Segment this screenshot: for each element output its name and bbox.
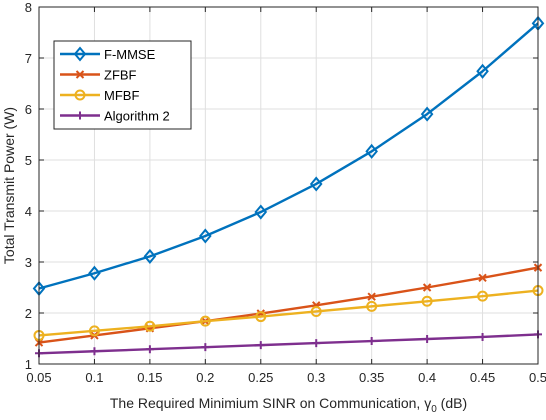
x-tick-label: 0.4: [418, 370, 436, 385]
axis-ticks: [38, 6, 539, 365]
data-point: [422, 283, 432, 292]
plot-frame: [38, 6, 539, 365]
legend-entry: Algorithm 2: [60, 109, 170, 124]
series-layer: [32, 15, 545, 358]
y-tick-label: 2: [25, 306, 32, 321]
x-tick-label: 0.35: [359, 370, 384, 385]
data-point: [365, 143, 378, 159]
series-line: [38, 266, 539, 344]
y-tick-label: 7: [25, 51, 32, 66]
y-tick-label: 8: [25, 0, 32, 15]
series-line: [38, 22, 539, 290]
x-tick-label: 0.15: [137, 370, 162, 385]
legend-entry: F-MMSE: [60, 46, 156, 62]
legend-entry: ZFBF: [60, 68, 137, 83]
series-mfbf: [33, 285, 544, 341]
x-axis-title: The Required Minimium SINR on Communicat…: [110, 395, 467, 415]
data-point: [90, 347, 99, 356]
data-point: [423, 335, 432, 344]
data-point: [478, 273, 487, 283]
x-tick-label: 0.05: [26, 370, 51, 385]
data-point: [199, 315, 211, 327]
data-point: [144, 320, 156, 332]
data-point: [199, 228, 212, 244]
data-point: [309, 176, 323, 192]
data-point: [367, 337, 376, 346]
series-f-mmse: [32, 15, 545, 297]
legend-label: Algorithm 2: [104, 109, 170, 124]
y-tick-label: 6: [25, 102, 32, 117]
data-point: [478, 332, 487, 341]
data-point: [476, 63, 489, 79]
data-point: [310, 305, 322, 317]
y-axis-title: Total Transmit Power (W): [1, 107, 17, 264]
data-point: [145, 345, 154, 354]
data-point: [366, 300, 378, 312]
legend-marker: [76, 111, 84, 120]
legend: F-MMSE ZFBF MFBF Algorithm 2: [53, 40, 192, 130]
data-point: [255, 311, 267, 323]
data-point: [256, 341, 265, 350]
tick-labels: 0.05 0.1 0.15 0.2 0.25 0.3 0.35 0.4 0.45 0.5 1 2 3 4 5…: [25, 0, 546, 385]
data-point: [312, 339, 321, 348]
data-point: [367, 292, 376, 301]
legend-entry: MFBF: [60, 88, 139, 103]
y-tick-label: 4: [25, 204, 32, 219]
data-point: [421, 295, 433, 307]
y-tick-label: 5: [25, 153, 32, 168]
x-tick-label: 0.3: [307, 370, 325, 385]
data-point: [88, 325, 100, 337]
x-tick-label: 0.25: [248, 370, 273, 385]
legend-label: ZFBF: [104, 68, 137, 83]
data-point: [143, 248, 157, 264]
y-tick-label: 1: [25, 357, 32, 372]
legend-marker: [73, 46, 87, 62]
data-point: [477, 290, 489, 302]
legend-marker: [74, 89, 86, 101]
legend-label: MFBF: [104, 88, 139, 103]
y-tick-label: 3: [25, 255, 32, 270]
x-tick-label: 0.2: [196, 370, 214, 385]
x-tick-label: 0.45: [470, 370, 495, 385]
data-point: [420, 106, 434, 122]
data-point: [88, 265, 101, 281]
data-point: [201, 343, 210, 352]
data-point: [254, 204, 268, 220]
series-line: [38, 333, 539, 355]
legend-marker: [75, 70, 85, 79]
x-tick-label: 0.1: [85, 370, 103, 385]
series-line: [38, 289, 539, 337]
legend-label: F-MMSE: [104, 47, 156, 62]
x-tick-label: 0.5: [529, 370, 546, 385]
